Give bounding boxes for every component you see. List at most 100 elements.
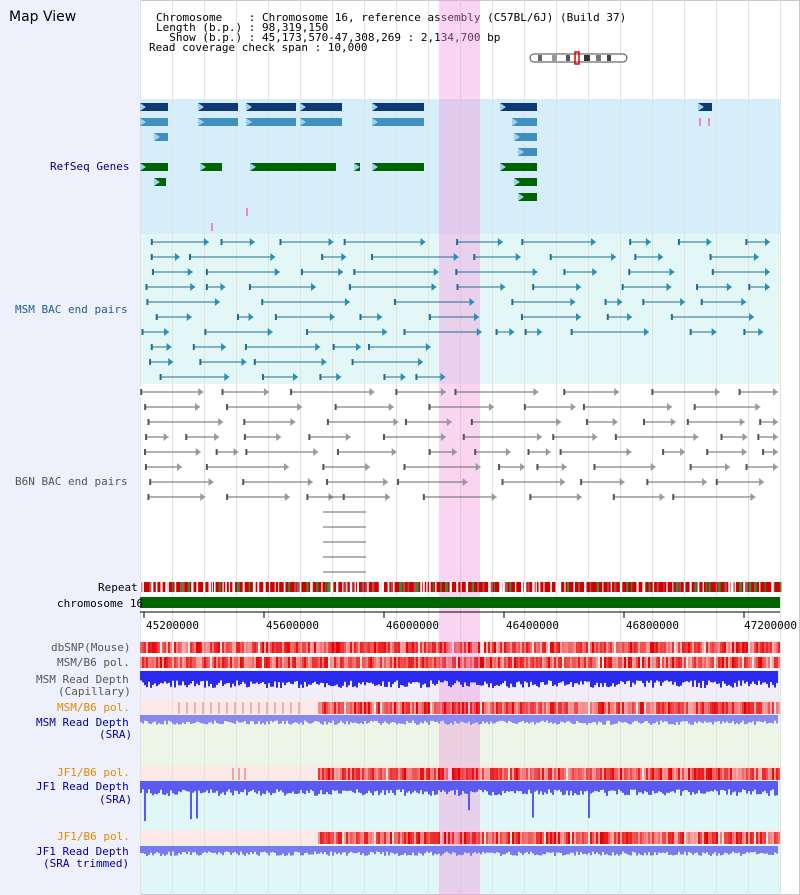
- read-depth-bar: [648, 846, 650, 853]
- b6n-end-arrow: [393, 418, 399, 426]
- polymorphism-cell: [312, 642, 314, 653]
- polymorphism-cell: [664, 832, 666, 844]
- read-depth-bar: [362, 671, 364, 683]
- repeat-element: [165, 582, 168, 592]
- b6n-end-arrow: [773, 388, 778, 396]
- read-depth-bar: [262, 671, 264, 683]
- polymorphism-cell: [758, 832, 760, 844]
- polymorphism-cell: [596, 657, 598, 668]
- polymorphism-cell: [320, 768, 322, 780]
- polymorphism-cell: [552, 642, 554, 653]
- track-label-b6n-bac[interactable]: B6N BAC end pairs: [15, 475, 128, 488]
- read-depth-bar: [404, 846, 406, 854]
- read-depth-bar: [294, 846, 296, 852]
- polymorphism-cell: [742, 832, 744, 844]
- repeat-element: [558, 582, 562, 592]
- polymorphism-cell: [462, 642, 464, 653]
- track-label-msm-bac[interactable]: MSM BAC end pairs: [15, 303, 128, 316]
- read-depth-bar: [718, 781, 720, 795]
- polymorphism-cell: [718, 657, 720, 668]
- read-depth-bar: [626, 715, 628, 723]
- polymorphism-cell: [732, 642, 734, 653]
- read-depth-bar: [602, 846, 604, 852]
- polymorphism-cell: [478, 768, 480, 780]
- polymorphism-cell: [372, 768, 374, 780]
- read-depth-bar: [718, 846, 720, 854]
- polymorphism-cell: [218, 702, 220, 714]
- read-depth-bar: [758, 781, 760, 795]
- polymorphism-cell: [454, 657, 456, 668]
- polymorphism-cell: [158, 642, 160, 653]
- read-depth-bar: [724, 846, 726, 853]
- polymorphism-cell: [156, 657, 158, 668]
- read-depth-bar: [396, 781, 398, 790]
- read-depth-bar: [448, 781, 450, 792]
- polymorphism-cell: [660, 768, 662, 780]
- read-depth-bar: [576, 671, 578, 684]
- polymorphism-cell: [216, 642, 218, 653]
- read-depth-bar: [154, 846, 156, 854]
- polymorphism-cell: [332, 832, 334, 844]
- polymorphism-cell: [672, 642, 674, 653]
- read-depth-bar: [248, 671, 250, 687]
- read-depth-bar: [188, 781, 190, 792]
- polymorphism-cell: [370, 832, 372, 844]
- track-label-refseq[interactable]: RefSeq Genes: [50, 160, 130, 173]
- polymorphism-cell: [458, 832, 460, 844]
- b6n-end-arrow: [536, 433, 542, 441]
- track-label-repeat[interactable]: Repeat: [98, 581, 138, 594]
- grid-line: [652, 0, 653, 895]
- read-depth-bar: [482, 781, 484, 793]
- read-depth-bar: [198, 671, 200, 686]
- repeat-element: [683, 582, 686, 592]
- repeat-element: [167, 582, 169, 592]
- b6n-end-arrow: [576, 493, 582, 501]
- polymorphism-cell: [560, 657, 562, 668]
- read-depth-bar: [534, 671, 536, 685]
- read-depth-bar: [544, 781, 546, 793]
- polymorphism-cell: [238, 657, 240, 668]
- read-depth-bar: [168, 846, 170, 852]
- track-label-msm-sra[interactable]: MSM Read Depth: [36, 716, 129, 729]
- polymorphism-cell: [428, 657, 430, 668]
- polymorphism-cell: [602, 768, 604, 780]
- bac-end-arrow: [417, 358, 423, 366]
- track-label-jf1-pol[interactable]: JF1/B6 pol.: [57, 766, 130, 779]
- bac-end-arrow: [537, 328, 543, 336]
- track-label-dbsnp[interactable]: dbSNP(Mouse): [51, 641, 131, 654]
- read-depth-bar: [178, 846, 180, 854]
- repeat-element: [149, 582, 152, 592]
- track-label-msm-pol[interactable]: MSM/B6 pol.: [57, 656, 130, 669]
- polymorphism-cell: [392, 657, 394, 668]
- read-depth-bar: [392, 671, 394, 684]
- track-label-msm-pol2[interactable]: MSM/B6 pol.: [57, 701, 130, 714]
- track-label-jf1-trim[interactable]: JF1 Read Depth: [36, 845, 129, 858]
- track-label-msm-cap[interactable]: MSM Read Depth: [36, 673, 129, 686]
- polymorphism-cell: [532, 768, 534, 780]
- polymorphism-cell: [412, 832, 414, 844]
- bac-end-arrow: [617, 298, 623, 306]
- read-depth-bar: [228, 671, 230, 683]
- polymorphism-cell: [710, 657, 712, 668]
- read-depth-bar: [746, 671, 748, 682]
- polymorphism-cell: [776, 832, 778, 844]
- polymorphism-cell: [752, 768, 754, 780]
- polymorphism-cell: [738, 702, 740, 714]
- read-depth-bar: [724, 715, 726, 723]
- read-depth-bar: [524, 715, 526, 724]
- polymorphism-cell: [300, 657, 302, 668]
- polymorphism-cell: [598, 702, 600, 714]
- bac-end-arrow: [576, 283, 582, 291]
- track-label-jf1-sra[interactable]: JF1 Read Depth: [36, 780, 129, 793]
- read-depth-bar: [546, 671, 548, 685]
- read-depth-bar: [238, 715, 240, 723]
- polymorphism-cell: [384, 702, 386, 714]
- polymorphism-cell: [452, 832, 454, 844]
- track-label-jf1-pol2[interactable]: JF1/B6 pol.: [57, 830, 130, 843]
- read-depth-bar: [544, 715, 546, 723]
- read-depth-bar: [372, 715, 374, 722]
- polymorphism-cell: [364, 642, 366, 653]
- polymorphism-cell: [362, 702, 364, 714]
